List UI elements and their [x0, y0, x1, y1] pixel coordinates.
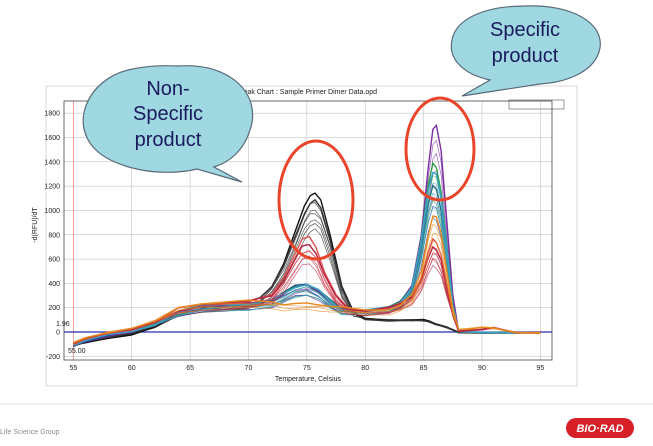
y-tick-label: 600: [48, 257, 60, 264]
y-tick-label: 1200: [44, 184, 60, 191]
marker-label-2: 55.00: [68, 348, 86, 355]
logo-text: BIO·RAD: [576, 423, 623, 435]
y-tick-label: 0: [56, 330, 60, 337]
y-tick-label: 400: [48, 281, 60, 288]
marker-label-1: 1.96: [56, 321, 70, 328]
y-tick-label: 200: [48, 305, 60, 312]
chart-title: Peak Chart : Sample Primer Dimer Data.op…: [239, 89, 377, 96]
x-tick-labels: 55 60 65 70 75 80 85 90 95: [69, 365, 544, 372]
series-line-specific: [73, 199, 541, 347]
x-tick-label: 90: [478, 365, 486, 372]
y-tick-label: 800: [48, 232, 60, 239]
specific-callout-line-1: Specific: [490, 19, 560, 41]
x-tick-label: 65: [186, 365, 194, 372]
x-tick-label: 80: [361, 365, 369, 372]
y-tick-label: 1000: [44, 208, 60, 215]
x-tick-label: 55: [69, 365, 77, 372]
y-tick-label: 1600: [44, 135, 60, 142]
grid: [64, 101, 552, 360]
y-tick-label: 1400: [44, 159, 60, 166]
series-line-specific: [73, 240, 541, 343]
nonspecific-callout: Non- Specific product: [82, 65, 254, 183]
y-axis-label: -d(RFU)/dT: [32, 207, 39, 243]
nonspecific-callout-line-2: Specific: [133, 103, 203, 125]
nonspecific-callout-line-3: product: [135, 129, 202, 151]
y-tick-label: -200: [46, 354, 60, 361]
plot-frame: [63, 100, 553, 361]
nonspecific-callout-bubble: [82, 65, 254, 183]
y-tick-label: 1800: [44, 111, 60, 118]
legend-box: [508, 99, 565, 110]
x-tick-label: 95: [536, 365, 544, 372]
bio-rad-logo: BIO·RAD: [566, 418, 634, 438]
series-layer: [72, 123, 541, 348]
series-line-specific: [73, 215, 541, 344]
logo-badge: [566, 418, 634, 438]
footer-text: Life Science Group: [0, 429, 60, 436]
x-tick-label: 75: [303, 365, 311, 372]
y-tick-labels: -200 0 200 400 600 800 1000 1200 1400 1600 1800: [44, 111, 60, 361]
specific-callout-line-2: product: [492, 45, 559, 67]
specific-callout: Specific product: [450, 5, 601, 97]
specific-highlight-circle: [404, 96, 476, 202]
x-tick-label: 60: [128, 365, 136, 372]
x-tick-label: 70: [245, 365, 253, 372]
nonspecific-callout-line-1: Non-: [146, 78, 189, 100]
specific-callout-bubble: [450, 5, 601, 97]
nonspecific-highlight-circle: [277, 139, 355, 261]
x-tick-label: 85: [420, 365, 428, 372]
x-axis-label: Temperature, Celsius: [275, 376, 342, 383]
